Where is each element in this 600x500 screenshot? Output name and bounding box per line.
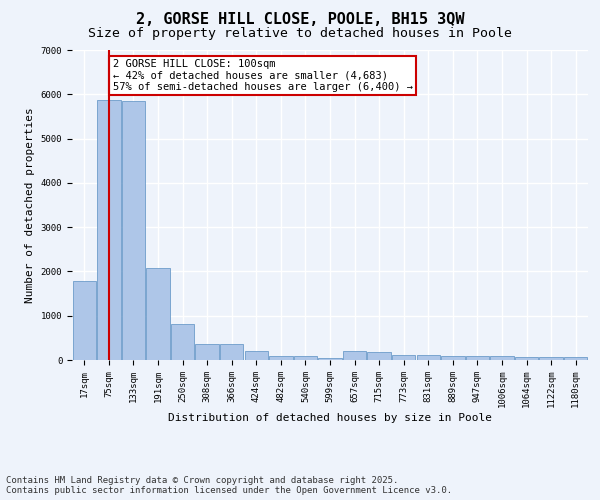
Bar [294,356,317,360]
Bar [441,356,464,360]
Text: 2, GORSE HILL CLOSE, POOLE, BH15 3QW: 2, GORSE HILL CLOSE, POOLE, BH15 3QW [136,12,464,28]
Text: Size of property relative to detached houses in Poole: Size of property relative to detached ho… [88,26,512,40]
Bar [416,356,440,360]
Bar [73,281,96,360]
Bar [564,356,587,360]
X-axis label: Distribution of detached houses by size in Poole: Distribution of detached houses by size … [168,413,492,423]
Bar [392,356,415,360]
Text: 2 GORSE HILL CLOSE: 100sqm
← 42% of detached houses are smaller (4,683)
57% of s: 2 GORSE HILL CLOSE: 100sqm ← 42% of deta… [113,59,413,92]
Bar [466,356,489,360]
Bar [97,100,121,360]
Bar [343,351,366,360]
Bar [122,102,145,360]
Bar [319,358,341,360]
Bar [245,352,268,360]
Bar [171,324,194,360]
Text: Contains HM Land Registry data © Crown copyright and database right 2025.
Contai: Contains HM Land Registry data © Crown c… [6,476,452,495]
Bar [490,356,514,360]
Bar [515,356,538,360]
Bar [220,344,244,360]
Bar [539,356,563,360]
Bar [146,268,170,360]
Y-axis label: Number of detached properties: Number of detached properties [25,107,35,303]
Bar [269,356,293,360]
Bar [367,352,391,360]
Bar [196,344,219,360]
